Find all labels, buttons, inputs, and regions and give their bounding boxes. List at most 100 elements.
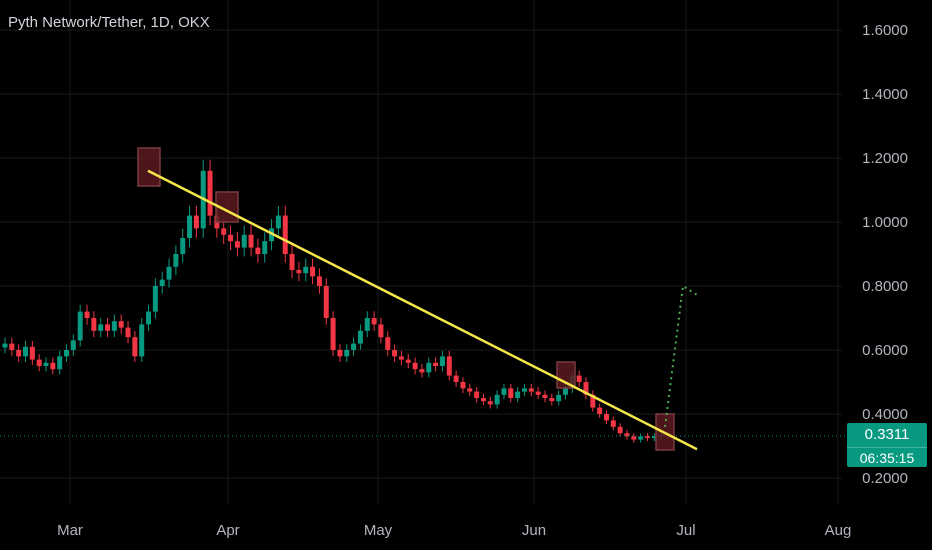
candle-body xyxy=(296,270,302,274)
candle-body xyxy=(118,321,124,328)
candle-body xyxy=(446,356,452,376)
projection-path xyxy=(664,284,699,427)
candle-body xyxy=(159,279,165,286)
last-price-value: 0.3311 xyxy=(864,426,910,443)
candle-body xyxy=(36,359,42,366)
candle-body xyxy=(624,433,630,437)
candle-body xyxy=(70,340,76,350)
y-tick-label: 1.0000 xyxy=(862,214,908,231)
annotations xyxy=(137,147,699,451)
candle-body xyxy=(597,407,603,414)
candle-body xyxy=(43,362,49,366)
candle-body xyxy=(583,382,589,395)
x-tick-label: May xyxy=(364,522,393,539)
candle-body xyxy=(275,215,281,229)
candle-body xyxy=(132,337,138,357)
candle-body xyxy=(255,247,261,254)
candle-body xyxy=(508,388,514,398)
candle-body xyxy=(207,170,213,216)
candle-body xyxy=(556,394,562,402)
candle-body xyxy=(528,388,534,392)
candle-body xyxy=(542,394,548,398)
y-tick-label: 0.6000 xyxy=(862,342,908,359)
candle-body xyxy=(344,350,350,357)
candle-body xyxy=(651,436,657,438)
candle-body xyxy=(50,362,56,370)
candle-body xyxy=(105,324,111,331)
y-tick-label: 1.2000 xyxy=(862,150,908,167)
candle-body xyxy=(234,241,240,248)
candle-body xyxy=(221,228,227,235)
candle-body xyxy=(57,356,63,370)
candle-body xyxy=(398,356,404,360)
candle-body xyxy=(29,346,35,360)
candle-body xyxy=(371,318,377,325)
highlight-box xyxy=(137,147,161,187)
candle-body xyxy=(576,375,582,382)
candle-body xyxy=(248,234,254,248)
y-tick-label: 1.4000 xyxy=(862,86,908,103)
candle-body xyxy=(337,350,343,357)
trendline xyxy=(147,169,698,451)
candle-body xyxy=(460,382,466,389)
x-tick-label: Mar xyxy=(57,522,83,539)
candle-body xyxy=(193,215,199,229)
candle-body xyxy=(282,215,288,254)
candle-body xyxy=(364,318,370,331)
chart-title: Pyth Network/Tether, 1D, OKX xyxy=(8,14,210,31)
candle-body xyxy=(412,362,418,370)
bar-countdown: 06:35:15 xyxy=(847,447,927,466)
x-tick-label: Aug xyxy=(825,522,852,539)
grid-layer xyxy=(0,0,842,505)
candle-body xyxy=(303,266,309,274)
candle-body xyxy=(139,324,145,357)
candle-body xyxy=(111,321,117,331)
candle-body xyxy=(323,286,329,318)
candle-body xyxy=(439,356,445,366)
candle-body xyxy=(638,436,644,440)
candle-body xyxy=(378,324,384,338)
candle-body xyxy=(433,362,439,366)
candle-body xyxy=(521,388,527,392)
candle-body xyxy=(494,394,500,405)
candle-body xyxy=(562,388,568,395)
candle-body xyxy=(228,234,234,242)
y-tick-label: 0.8000 xyxy=(862,278,908,295)
candle-body xyxy=(480,398,486,402)
candle-body xyxy=(262,241,268,254)
candle-body xyxy=(166,266,172,280)
candle-body xyxy=(2,343,8,348)
y-tick-label: 1.6000 xyxy=(862,22,908,39)
candle-body xyxy=(474,391,480,398)
candle-body xyxy=(152,286,158,312)
candle-body xyxy=(535,391,541,395)
candle-body xyxy=(405,359,411,363)
candles xyxy=(0,159,846,443)
x-tick-label: Jul xyxy=(676,522,695,539)
candle-body xyxy=(241,234,247,248)
candle-body xyxy=(289,254,295,270)
candle-body xyxy=(146,311,152,325)
candle-body xyxy=(392,350,398,357)
candle-body xyxy=(515,391,521,398)
candle-body xyxy=(125,327,131,338)
candle-body xyxy=(453,375,459,382)
candle-body xyxy=(617,426,623,434)
candle-body xyxy=(501,388,507,395)
candle-body xyxy=(330,318,336,350)
candle-body xyxy=(64,350,70,357)
x-tick-label: Apr xyxy=(216,522,239,539)
y-tick-label: 0.2000 xyxy=(862,470,908,487)
candle-body xyxy=(91,318,97,331)
candle-body xyxy=(173,254,179,267)
candle-body xyxy=(426,362,432,373)
y-tick-label: 0.4000 xyxy=(862,406,908,423)
x-tick-label: Jun xyxy=(522,522,546,539)
candle-body xyxy=(631,436,637,440)
y-axis: 1.6000 1.4000 1.2000 1.0000 0.8000 0.6000 0.40… xyxy=(862,22,908,487)
candle-body xyxy=(187,215,193,238)
candle-body xyxy=(316,276,322,286)
x-axis: Mar Apr May Jun Jul Aug xyxy=(57,522,851,539)
